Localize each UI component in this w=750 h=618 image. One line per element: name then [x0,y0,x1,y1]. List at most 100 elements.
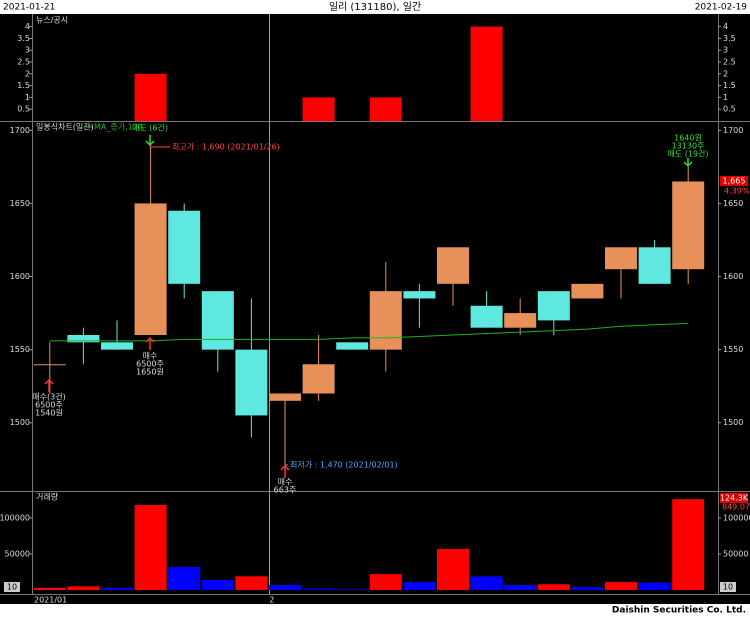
y-tick-label: 4 [25,22,30,31]
annotation: 최저가 : 1,470 (2021/02/01) [290,460,398,470]
bar [201,579,234,590]
last-value: 124.3K [720,494,749,503]
bar [470,26,503,121]
footer: Daishin Securities Co. Ltd. [612,606,746,616]
annotation: 663주 [274,486,297,495]
candle-body [403,291,436,299]
annotation: 1640원 [674,134,702,143]
bar [504,584,537,590]
bar [134,73,167,121]
y-tick-label: 100000 [723,513,750,522]
annotation: 6500주 [35,401,63,410]
bar [369,574,402,590]
bar [302,97,335,121]
scale-box [4,582,20,592]
annotation: 6500주 [136,360,164,369]
candle-body [672,181,705,270]
y-tick-label: 1550 [10,345,30,354]
bar [235,576,268,590]
y-tick-label: 1 [25,93,30,102]
y-tick-label: 1650 [10,199,30,208]
y-tick-label: 2 [723,69,728,78]
bar [134,504,167,590]
arrow-head [145,336,155,343]
y-tick-label: 3.5 [17,34,30,43]
bar [672,499,705,590]
annotation: 매수 [278,478,293,487]
candle-body [504,313,537,328]
annotation: 매수 [143,352,158,361]
y-tick-label: 2.5 [723,58,736,67]
y-tick-label: 3 [25,46,30,55]
bar [638,582,671,590]
y-tick-label: 0.5 [17,105,30,114]
candle-body [201,291,234,350]
y-tick-label: 1600 [723,272,743,281]
y-tick-label: 1700 [10,126,30,135]
candle-body [101,342,133,350]
ma-line [49,322,689,342]
change: 4.39% [724,187,750,196]
bar [67,586,100,590]
frame [0,14,750,595]
y-tick-label: 1500 [10,418,30,427]
candle-body [571,283,604,299]
bar [336,589,369,590]
annotation: 13130주 [672,142,705,151]
annotation: 매수(3건) [32,392,65,402]
scale-box [720,582,736,592]
y-tick-label: 2.5 [17,58,30,67]
y-tick-label: 1 [723,93,728,102]
last-value: 1,665 [723,177,746,186]
y-tick-label: 3 [723,46,728,55]
y-tick-label: 1650 [723,199,743,208]
title: 일리 (131180), 일간 [329,1,421,13]
panel-title: 거래량 [36,492,59,502]
y-tick-label: 100000 [0,513,30,522]
bar [269,584,301,590]
candle-body [235,349,268,416]
value-box [720,176,748,186]
candle-body [537,291,570,321]
start-date: 2021-01-21 [3,3,55,13]
arrow-head [280,464,290,471]
bar [302,588,335,590]
candle-body [605,247,637,270]
arrow-head [145,140,155,147]
candle-body [269,393,301,401]
x-tick-label: 2 [269,596,274,605]
annotation: 최고가 : 1,690 (2021/01/26) [172,142,280,152]
y-tick-label: 1.5 [17,81,30,90]
bar [537,584,570,590]
y-tick-label: 1600 [10,272,30,281]
x-tick-label: 2021/01 [34,596,67,605]
scale-box-label: 10 [7,583,17,592]
candle-body [369,291,402,350]
bar [369,97,402,121]
panel-title: 뉴스/공시 [36,16,68,25]
candle-body [638,247,671,284]
candle-body [336,342,369,350]
candle-body [33,364,66,366]
candle-body [302,364,335,394]
candle-body [470,305,503,328]
annotation: 1650원 [136,368,164,377]
y-tick-label: 1.5 [723,81,736,90]
y-tick-label: 3.5 [723,34,736,43]
panel-title: 일봉식차트(일간) [36,122,94,132]
bar [168,566,201,590]
annotation: 매도 (19건) [667,149,708,159]
y-tick-label: 1700 [723,126,743,135]
candle-body [67,335,100,343]
arrow-head [683,161,693,168]
bar [470,576,503,590]
arrow-head [44,378,54,385]
candle-body [134,203,167,336]
bar [101,587,133,590]
candle-body [437,247,469,284]
change: 849.07% [722,503,750,512]
y-tick-label: 0.5 [723,105,736,114]
y-tick-label: 4 [723,22,728,31]
bar [403,582,436,590]
